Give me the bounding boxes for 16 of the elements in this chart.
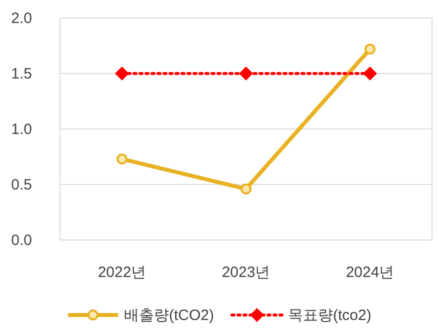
x-tick-label: 2024년 xyxy=(346,264,394,281)
point xyxy=(116,153,128,164)
x-tick-label: 2023년 xyxy=(222,264,270,281)
x-tick-label: 2022년 xyxy=(98,264,146,281)
point xyxy=(239,66,253,80)
y-tick-label: 1.0 xyxy=(11,121,32,138)
y-tick-label: 0.0 xyxy=(11,232,32,249)
legend-label: 배출량(tCO2) xyxy=(124,307,214,324)
point xyxy=(115,66,129,80)
y-tick-label: 0.5 xyxy=(11,176,32,194)
point xyxy=(240,183,252,194)
point xyxy=(364,44,376,55)
y-tick-label: 2.0 xyxy=(11,10,32,27)
legend-label: 목표량(tco2) xyxy=(288,307,372,324)
point xyxy=(363,66,377,80)
y-tick-label: 1.5 xyxy=(11,66,32,82)
